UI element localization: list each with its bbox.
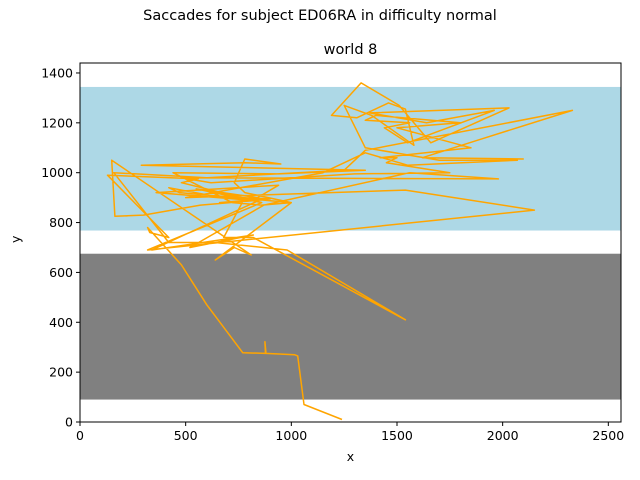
region-sky: [80, 86, 621, 231]
x-tick-label: 1500: [381, 428, 413, 443]
region-ground: [80, 253, 621, 400]
figure-suptitle: Saccades for subject ED06RA in difficult…: [143, 8, 497, 24]
saccade-traces: [106, 82, 574, 421]
x-ticks: 0 500 1000 1500 2000 2500: [76, 422, 624, 443]
y-tick-label: 800: [49, 215, 73, 230]
x-tick-label: 500: [174, 428, 198, 443]
y-tick-label: 200: [49, 365, 73, 380]
x-tick-label: 2000: [487, 428, 519, 443]
y-tick-label: 600: [49, 265, 73, 280]
y-tick-label: 1200: [41, 115, 73, 130]
axes-frame: [79, 62, 622, 423]
y-ticks: 0 200 400 600 800 1000 1200 1400: [41, 65, 80, 430]
x-axis-label: x: [346, 449, 355, 464]
saccade-line: [106, 82, 574, 421]
x-tick-label: 0: [76, 428, 84, 443]
y-tick-label: 0: [65, 415, 73, 430]
y-tick-label: 400: [49, 315, 73, 330]
y-tick-label: 1400: [41, 65, 73, 80]
x-tick-label: 1000: [275, 428, 307, 443]
y-tick-label: 1000: [41, 165, 73, 180]
background-regions: [80, 86, 621, 400]
axes-title: world 8: [323, 42, 378, 58]
x-tick-label: 2500: [592, 428, 624, 443]
